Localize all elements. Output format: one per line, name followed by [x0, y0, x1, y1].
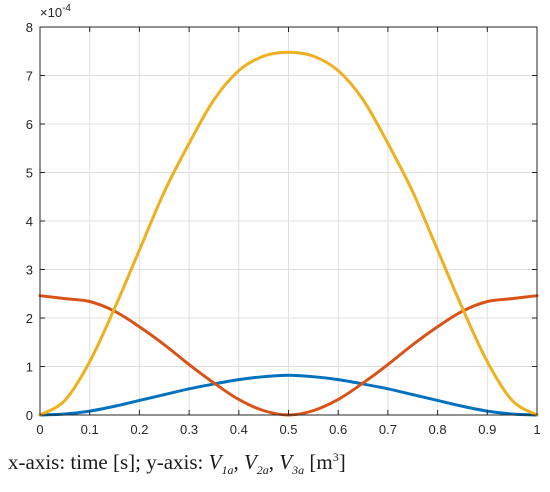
y-tick-label: 2: [26, 311, 33, 326]
figure-caption: x-axis: time [s]; y-axis: V1a, V2a, V3a …: [8, 450, 346, 478]
caption-prefix: x-axis: time [s]; y-axis:: [8, 450, 209, 474]
series-line-3: [38, 50, 539, 417]
x-tick-label: 0.2: [130, 422, 148, 437]
caption-v3: V: [279, 450, 293, 474]
x-tick-label: 0.5: [279, 422, 297, 437]
caption-unit-sup: 3: [332, 450, 339, 464]
y-tick-labels: 0 1 2 3 4 5 6 7 8: [26, 20, 33, 423]
caption-sep1: ,: [233, 450, 244, 474]
y-tick-label: 7: [26, 69, 33, 84]
y-exponent-base: ×10: [40, 5, 62, 20]
y-tick-label: 4: [26, 214, 33, 229]
series-line-1: [38, 373, 539, 417]
line-chart: 0 0.1 0.2 0.3 0.4 0.5 0.6 0.7 0.8 0.9 1 012345678 …: [26, 3, 541, 437]
caption-v1: V: [208, 450, 222, 474]
tick-marks: [39, 26, 538, 416]
y-tick-label: 0: [26, 408, 33, 423]
caption-v2-sub: 2a: [256, 463, 269, 478]
x-tick-label: 0.4: [230, 422, 248, 437]
y-tick-label: 1: [26, 360, 33, 375]
y-exponent-label: ×10-4: [40, 3, 71, 20]
x-tick-label: 1: [533, 422, 540, 437]
caption-unit-open: [m: [304, 450, 333, 474]
x-tick-label: 0.8: [429, 422, 447, 437]
y-tick-label: 6: [26, 117, 33, 132]
caption-sep2: ,: [268, 450, 280, 474]
caption-v3-sub: 3a: [292, 463, 305, 478]
x-tick-label: 0.3: [180, 422, 198, 437]
caption-v1-sub: 1a: [221, 463, 234, 478]
x-tick-label: 0.9: [478, 422, 496, 437]
x-tick-label: 0.1: [81, 422, 99, 437]
y-exponent-power: -4: [62, 3, 71, 14]
x-tick-labels: 0 0.1 0.2 0.3 0.4 0.5 0.6 0.7 0.8 0.9 1: [36, 422, 540, 437]
caption-v2: V: [243, 450, 257, 474]
x-tick-label: 0: [36, 422, 43, 437]
y-tick-label: 5: [26, 166, 33, 181]
y-tick-label: 3: [26, 263, 33, 278]
caption-unit-close: ]: [338, 450, 346, 474]
x-tick-label: 0.7: [379, 422, 397, 437]
grid-lines: [39, 26, 538, 416]
y-tick-label: 8: [26, 20, 33, 35]
x-tick-label: 0.6: [329, 422, 347, 437]
